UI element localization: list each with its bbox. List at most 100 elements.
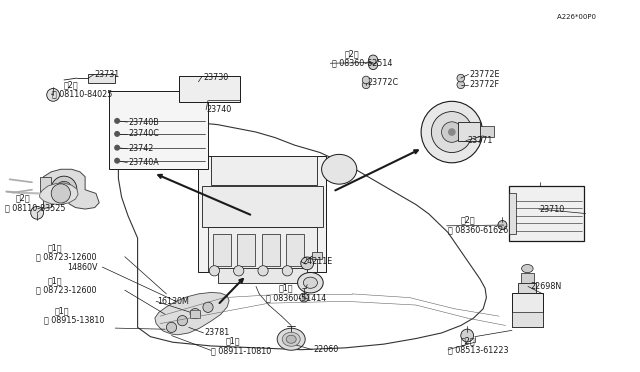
Ellipse shape — [282, 332, 300, 346]
Ellipse shape — [303, 277, 317, 288]
Bar — [208, 227, 317, 272]
Circle shape — [498, 221, 507, 230]
Bar — [512, 293, 543, 327]
Text: 23731: 23731 — [95, 70, 120, 79]
Text: （1）: （1） — [54, 306, 69, 315]
Text: Ⓜ 08723-12600: Ⓜ 08723-12600 — [36, 252, 97, 261]
Circle shape — [362, 81, 370, 89]
Text: 23771: 23771 — [467, 136, 493, 145]
Circle shape — [282, 266, 292, 276]
Circle shape — [190, 308, 200, 319]
Circle shape — [203, 302, 213, 312]
Bar — [509, 186, 584, 241]
Text: （2）: （2） — [461, 336, 476, 345]
Bar — [88, 74, 115, 83]
Text: Ⓢ 08513-61223: Ⓢ 08513-61223 — [448, 345, 509, 354]
Text: 22698N: 22698N — [530, 282, 561, 291]
Circle shape — [166, 322, 177, 333]
Ellipse shape — [277, 328, 305, 350]
Ellipse shape — [522, 264, 533, 273]
Text: 23772E: 23772E — [470, 70, 500, 79]
Circle shape — [114, 158, 120, 164]
Bar — [211, 156, 317, 185]
Bar — [213, 234, 231, 266]
Circle shape — [51, 176, 77, 202]
Bar — [286, 234, 304, 266]
Circle shape — [234, 266, 244, 276]
Text: （1）: （1） — [225, 337, 240, 346]
Text: 23710: 23710 — [540, 205, 564, 214]
Bar — [202, 186, 323, 227]
Bar — [518, 283, 536, 293]
Text: 24211E: 24211E — [302, 257, 332, 266]
Circle shape — [302, 296, 306, 299]
Text: A226​*00P0: A226​*00P0 — [557, 14, 596, 20]
Text: Ⓑ 08110-83525: Ⓑ 08110-83525 — [5, 203, 66, 212]
Circle shape — [114, 131, 120, 137]
Text: 23772C: 23772C — [367, 78, 399, 87]
Circle shape — [457, 81, 465, 89]
Ellipse shape — [322, 154, 357, 184]
Bar — [179, 76, 240, 102]
Text: （2）: （2） — [344, 49, 359, 58]
Circle shape — [442, 122, 462, 142]
Text: 23740A: 23740A — [128, 158, 159, 167]
Text: Ⓢ 08360-51414: Ⓢ 08360-51414 — [266, 293, 326, 302]
Text: 23742: 23742 — [128, 144, 154, 153]
Text: Ⓜ 08915-13810: Ⓜ 08915-13810 — [44, 315, 104, 324]
Circle shape — [369, 55, 378, 64]
Text: （1）: （1） — [48, 276, 63, 285]
Circle shape — [56, 181, 72, 197]
Text: （1）: （1） — [278, 284, 293, 293]
Text: （1）: （1） — [48, 243, 63, 252]
Circle shape — [362, 76, 370, 84]
Bar — [521, 273, 534, 283]
Text: （2）: （2） — [461, 216, 476, 225]
Circle shape — [47, 89, 60, 101]
Circle shape — [421, 101, 483, 163]
Circle shape — [369, 61, 378, 70]
Polygon shape — [40, 183, 78, 205]
Text: Ⓜ 08723-12600: Ⓜ 08723-12600 — [36, 286, 97, 295]
Text: Ⓢ 08360-62514: Ⓢ 08360-62514 — [332, 59, 392, 68]
Circle shape — [31, 206, 44, 219]
Circle shape — [431, 112, 472, 153]
Circle shape — [51, 184, 70, 203]
Circle shape — [177, 315, 188, 326]
Ellipse shape — [298, 272, 323, 293]
Text: 23772F: 23772F — [470, 80, 500, 89]
Text: 14860V: 14860V — [67, 263, 98, 272]
Circle shape — [461, 329, 474, 342]
Bar — [458, 122, 480, 141]
Bar — [509, 193, 516, 234]
Text: 16130M: 16130M — [157, 297, 189, 306]
Ellipse shape — [286, 335, 296, 343]
Bar — [512, 312, 543, 327]
Bar — [262, 234, 280, 266]
Bar — [190, 310, 200, 318]
Text: 23740: 23740 — [207, 105, 232, 114]
Circle shape — [301, 257, 314, 270]
Bar — [198, 156, 326, 272]
Circle shape — [258, 266, 268, 276]
Bar — [40, 177, 51, 192]
Bar — [109, 91, 208, 169]
Text: Ⓑ 08110-84025: Ⓑ 08110-84025 — [52, 90, 113, 99]
Text: Ⓝ 08911-10810: Ⓝ 08911-10810 — [211, 346, 271, 355]
Text: （2）: （2） — [64, 80, 79, 89]
Circle shape — [448, 128, 456, 136]
Text: 23740B: 23740B — [128, 118, 159, 126]
Circle shape — [209, 266, 220, 276]
Circle shape — [114, 145, 120, 151]
Bar — [218, 268, 307, 283]
Text: （2）: （2） — [16, 194, 31, 203]
Polygon shape — [155, 292, 229, 335]
Bar — [312, 252, 322, 259]
Bar — [237, 234, 255, 266]
Polygon shape — [44, 169, 99, 209]
Text: Ⓢ 08360-61626: Ⓢ 08360-61626 — [448, 225, 508, 234]
Text: 23740C: 23740C — [128, 129, 159, 138]
Circle shape — [457, 74, 465, 82]
Text: 23781: 23781 — [205, 328, 230, 337]
Bar — [480, 126, 494, 137]
